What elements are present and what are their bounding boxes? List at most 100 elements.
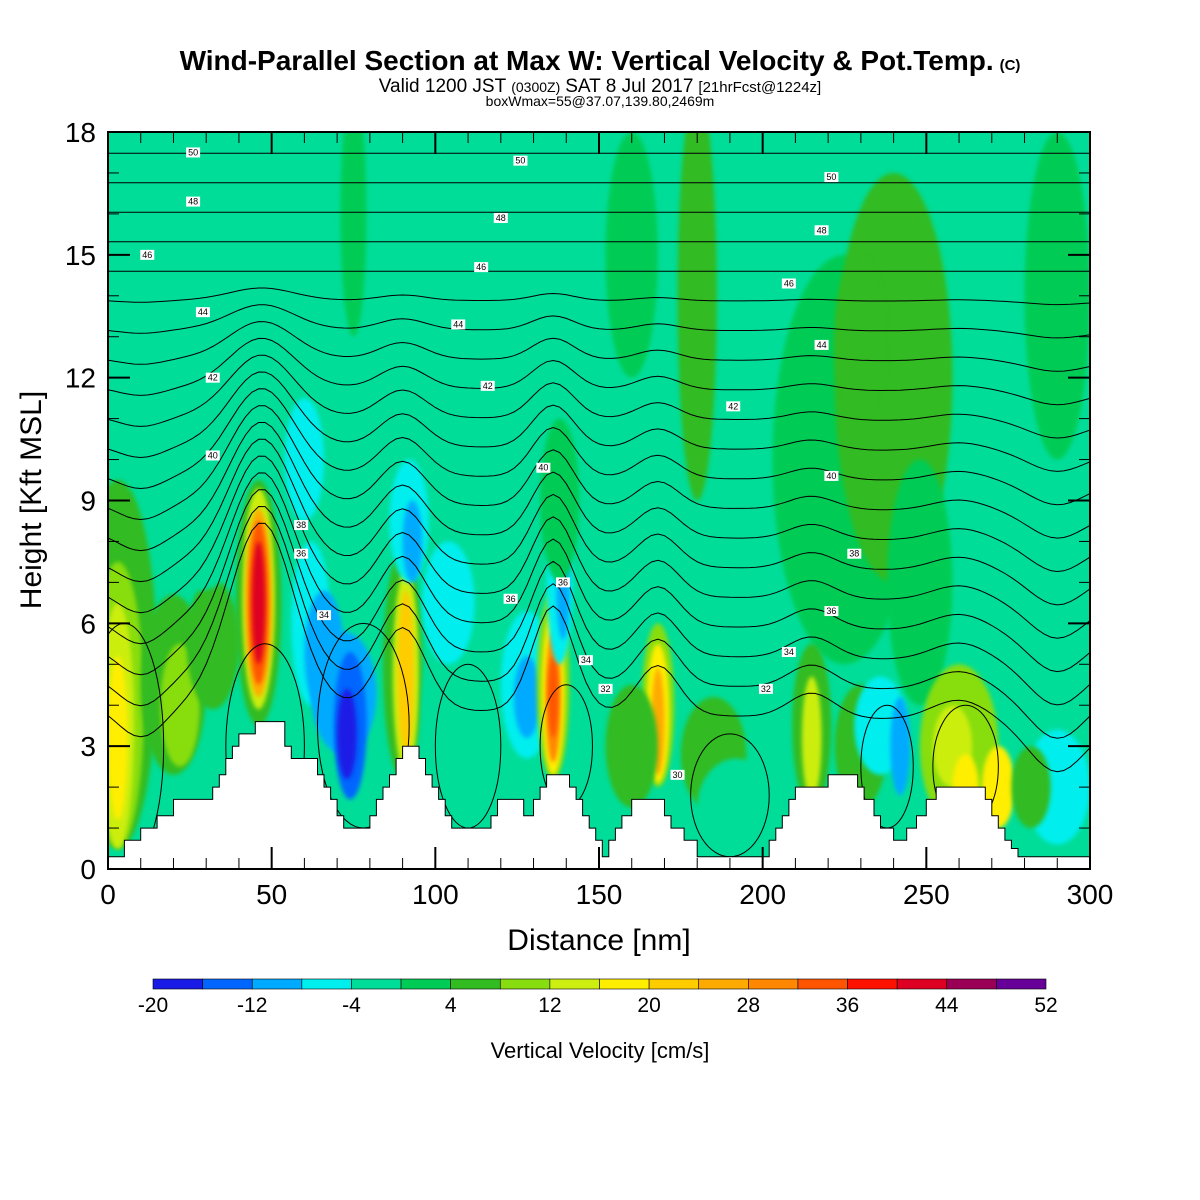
contour-label-text: 46 [784, 278, 794, 288]
y-tick-label: 15 [65, 240, 96, 271]
contour-label-text: 34 [319, 610, 329, 620]
y-tick-label: 3 [80, 731, 96, 762]
velocity-cell [252, 541, 266, 665]
contour-label-text: 50 [188, 147, 198, 157]
colorbar-tick-label: 4 [445, 994, 457, 1017]
x-tick-label: 250 [903, 879, 950, 910]
contour-label-bg [140, 249, 155, 260]
velocity-cell [422, 623, 501, 788]
contour-label-bg [186, 196, 201, 207]
contour-label-bg [758, 683, 773, 694]
contour-label-text: 44 [198, 307, 208, 317]
contour-label-text: 38 [296, 520, 306, 530]
terrain-profile [108, 721, 1090, 869]
contour-label-bg [503, 593, 518, 604]
x-tick-label: 200 [739, 879, 786, 910]
chart-subtitle-2: boxWmax=55@37.07,139.80,2469m [486, 93, 715, 109]
colorbar-swatch [400, 978, 451, 990]
contour-label-text: 30 [673, 770, 683, 780]
velocity-cell [337, 688, 357, 779]
contour-label-text: 48 [817, 225, 827, 235]
isentrope-line [108, 371, 1090, 472]
chart-title: Wind-Parallel Section at Max W: Vertical… [180, 45, 1021, 76]
contour-label-text: 46 [476, 262, 486, 272]
velocity-cell [284, 398, 325, 521]
colorbar-swatch [251, 978, 303, 990]
colorbar-swatch [847, 978, 898, 990]
velocity-cell [422, 541, 475, 665]
x-tick-label: 150 [576, 879, 623, 910]
velocity-cell [834, 254, 888, 419]
velocity-cell [540, 418, 580, 583]
colorbar-swatch [301, 978, 352, 990]
contour-label-bg [205, 450, 220, 461]
contour-label-bg [536, 462, 551, 473]
velocity-cell [605, 684, 658, 808]
contour-label: 34 [578, 655, 593, 666]
title-mark: (C) [1000, 57, 1021, 74]
y-tick-label: 12 [65, 363, 96, 394]
contour-label-text: 32 [761, 684, 771, 694]
isentrope-line [108, 304, 1090, 339]
velocity-cell [402, 500, 423, 583]
contour-label: 44 [195, 307, 210, 318]
y-tick-label: 6 [80, 608, 96, 639]
colorbar-tick-label: 36 [836, 994, 859, 1017]
contour-label: 44 [814, 339, 829, 350]
contour-label-bg [480, 380, 495, 391]
contour-label-text: 44 [453, 319, 463, 329]
colorbar-tick-label: -4 [342, 994, 361, 1017]
colorbar: -20 -12 -4 4 12 20 28 36 44 52 [138, 978, 1058, 1017]
isentrope-line [108, 422, 1090, 573]
contour-label-bg [451, 319, 466, 330]
contour-label-bg [294, 548, 309, 559]
contour-label-text: 50 [826, 172, 836, 182]
colorbar-tick-label: 20 [637, 994, 660, 1017]
contour-label: 44 [451, 319, 466, 330]
contour-label: 36 [294, 548, 309, 559]
colorbar-tick-label: 12 [538, 994, 561, 1017]
colorbar-swatch [648, 978, 700, 990]
contour-label-text: 40 [208, 450, 218, 460]
contour-label-bg [294, 520, 309, 531]
contour-label-bg [824, 172, 839, 183]
x-tick-label: 0 [100, 879, 116, 910]
x-tick-label: 300 [1067, 879, 1114, 910]
contour-label: 46 [140, 249, 155, 260]
velocity-cell [111, 213, 138, 460]
terrain [108, 721, 1090, 869]
isentrope-line [108, 489, 1090, 706]
contour-label: 36 [503, 593, 518, 604]
x-tick-label: 100 [412, 879, 459, 910]
colorbar-tick-label: 28 [737, 994, 760, 1017]
chart-subtitle: Valid 1200 JST (0300Z) SAT 8 Jul 2017 [21hr… [379, 76, 821, 97]
contour-label-bg [513, 155, 528, 166]
contour-label-text: 50 [515, 156, 525, 166]
contour-label-text: 36 [558, 577, 568, 587]
contour-label-text: 34 [784, 647, 794, 657]
velocity-cell [548, 656, 559, 738]
contour-label: 48 [186, 196, 201, 207]
contour-label-bg [186, 147, 201, 158]
contour-label-text: 38 [849, 549, 859, 559]
contour-label-text: 40 [538, 463, 548, 473]
contour-label-bg [781, 646, 796, 657]
contour-label-text: 36 [296, 549, 306, 559]
contour-label: 40 [205, 450, 220, 461]
contour-label: 38 [294, 520, 309, 531]
isentrope-line [108, 388, 1090, 506]
isentrope-line [108, 337, 1090, 406]
contour-label-text: 40 [826, 471, 836, 481]
contour-label: 48 [814, 225, 829, 236]
contour-label-bg [814, 339, 829, 350]
contour-label-text: 42 [208, 373, 218, 383]
contour-label-text: 42 [483, 381, 493, 391]
contour-label-bg [205, 372, 220, 383]
contour-label-bg [493, 212, 508, 223]
contour-label: 40 [536, 462, 551, 473]
contour-label: 50 [824, 172, 839, 183]
isentrope-line [108, 405, 1090, 539]
velocity-cell [605, 132, 658, 378]
y-tick-label: 9 [80, 486, 96, 517]
